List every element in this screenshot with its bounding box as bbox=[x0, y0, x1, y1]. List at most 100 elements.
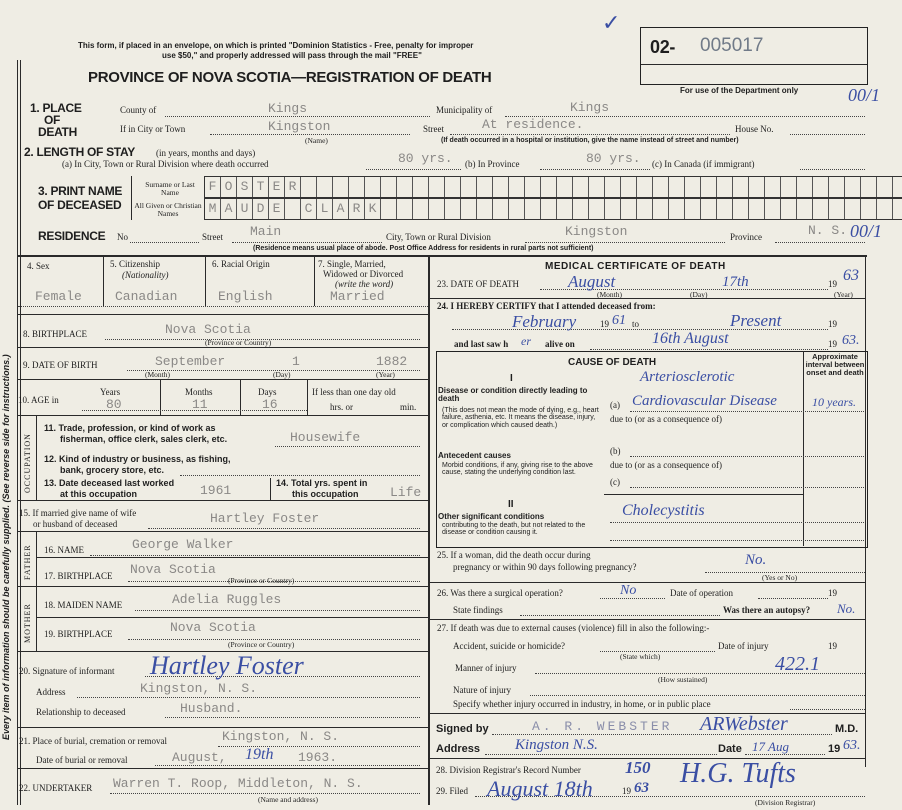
stay-province-value: 80 yrs. bbox=[586, 151, 641, 166]
mail-notice: This form, if placed in an envelope, on … bbox=[78, 41, 474, 50]
margin-checkmark: 00/1 bbox=[850, 221, 883, 241]
dob-day: 1 bbox=[292, 354, 300, 369]
industry-label: bank, grocery store, etc. bbox=[60, 465, 165, 475]
name-letter-box bbox=[701, 177, 717, 197]
father-birthplace-label: 17. BIRTHPLACE bbox=[44, 571, 113, 581]
occupation-label: 11. Trade, profession, or kind of work a… bbox=[44, 423, 216, 433]
registration-number-box bbox=[640, 27, 868, 85]
month-note: (Month) bbox=[597, 290, 622, 299]
name-letter-box bbox=[509, 199, 525, 219]
autopsy-value: No. bbox=[837, 601, 856, 616]
name-letter-box: U bbox=[237, 199, 253, 219]
city-label: If in City or Town bbox=[120, 124, 186, 134]
burial-place-label: 21. Place of burial, cremation or remova… bbox=[19, 736, 167, 746]
registration-number: 005017 bbox=[700, 35, 764, 56]
name-letter-box bbox=[573, 199, 589, 219]
burial-date-day: 19th bbox=[245, 746, 274, 763]
residence-province-label: Province bbox=[730, 232, 762, 242]
name-letter-box bbox=[893, 177, 902, 197]
month-note: (Month) bbox=[145, 370, 170, 379]
name-letter-box bbox=[477, 177, 493, 197]
name-letter-box bbox=[381, 199, 397, 219]
stay-city-label: (a) In City, Town or Rural Division wher… bbox=[62, 159, 269, 169]
name-letter-box bbox=[765, 177, 781, 197]
dod-year: 63 bbox=[843, 267, 859, 284]
department-note: For use of the Department only bbox=[680, 86, 799, 95]
length-of-stay-label: 2. LENGTH OF STAY bbox=[24, 145, 135, 159]
name-letter-box bbox=[525, 177, 541, 197]
pregnancy-label: 25. If a woman, did the death occur duri… bbox=[437, 550, 591, 560]
name-letter-box bbox=[717, 177, 733, 197]
father-name-value: George Walker bbox=[132, 537, 234, 552]
name-letter-box: R bbox=[349, 199, 365, 219]
signed-date: 17 Aug bbox=[752, 739, 789, 754]
burial-date-month: August, bbox=[172, 750, 227, 765]
name-letter-box bbox=[637, 199, 653, 219]
name-letter-box bbox=[493, 199, 509, 219]
burial-date-year: 1963. bbox=[298, 750, 338, 765]
to-label: to bbox=[632, 319, 640, 329]
name-letter-box bbox=[397, 199, 413, 219]
length-of-stay-note: (in years, months and days) bbox=[156, 148, 256, 158]
year-prefix: 19 bbox=[828, 743, 841, 755]
undertaker-note: (Name and address) bbox=[258, 795, 318, 804]
relationship-value: Husband. bbox=[180, 701, 243, 716]
injury-place-label: Specify whether injury occurred in indus… bbox=[453, 699, 711, 709]
record-number: 150 bbox=[625, 758, 651, 777]
marital-value: Married bbox=[330, 289, 385, 304]
name-letter-box bbox=[381, 177, 397, 197]
name-letter-box bbox=[477, 199, 493, 219]
other-conditions-label: Other significant conditions bbox=[438, 512, 545, 521]
hospital-note: (If death occurred in a hospital or inst… bbox=[441, 137, 739, 144]
name-letter-box bbox=[445, 199, 461, 219]
province-country-note: (Province or Country) bbox=[228, 640, 295, 649]
year-prefix: 19 bbox=[600, 319, 609, 329]
dob-month: September bbox=[155, 354, 226, 369]
place-of-death-label: DEATH bbox=[38, 125, 77, 139]
print-name-label: 3. PRINT NAME bbox=[38, 184, 123, 198]
name-letter-box bbox=[893, 199, 902, 219]
name-letter-box bbox=[525, 199, 541, 219]
name-letter-box bbox=[877, 199, 893, 219]
external-causes-label: 27. If death was due to external causes … bbox=[437, 623, 710, 633]
antecedent-note: Morbid conditions, if any, giving rise t… bbox=[442, 462, 593, 477]
divider bbox=[17, 255, 867, 257]
mother-birthplace-label: 19. BIRTHPLACE bbox=[44, 629, 113, 639]
name-letter-box: K bbox=[365, 199, 381, 219]
name-letter-box bbox=[541, 199, 557, 219]
attended-from-year: 61 bbox=[612, 313, 626, 328]
name-letter-box bbox=[621, 199, 637, 219]
sex-value: Female bbox=[35, 289, 82, 304]
county-value: Kings bbox=[268, 101, 308, 116]
how-sustained-note: (How sustained) bbox=[658, 675, 708, 684]
name-letter-box bbox=[701, 199, 717, 219]
age-years: 80 bbox=[106, 397, 122, 412]
spouse-label: 15. If married give name of wife bbox=[19, 508, 137, 518]
interval-a: 10 years. bbox=[812, 395, 856, 409]
father-birthplace-value: Nova Scotia bbox=[130, 562, 216, 577]
page-title: PROVINCE OF NOVA SCOTIA—REGISTRATION OF … bbox=[88, 69, 492, 86]
findings-label: State findings bbox=[453, 605, 503, 615]
name-letter-box bbox=[605, 177, 621, 197]
margin-rule bbox=[20, 60, 21, 805]
surname-label: Surname or Last Name bbox=[145, 180, 195, 197]
dod-label: 23. DATE OF DEATH bbox=[437, 279, 519, 289]
age-label: 10. AGE in bbox=[18, 395, 59, 405]
dod-month: August bbox=[568, 272, 616, 291]
total-years-label: 14. Total yrs. spent in bbox=[276, 478, 368, 488]
filed-date: August 18th bbox=[487, 776, 593, 801]
cause-title: CAUSE OF DEATH bbox=[568, 357, 657, 368]
name-letter-box bbox=[621, 177, 637, 197]
stay-canada-label: (c) In Canada (if immigrant) bbox=[652, 159, 755, 169]
last-saw-label: and last saw h bbox=[454, 339, 509, 349]
last-saw-pronoun: er bbox=[521, 334, 531, 348]
informant-signature: Hartley Foster bbox=[150, 651, 304, 680]
given-names-label: All Given or Christian Names bbox=[134, 201, 202, 218]
year-prefix: 19 bbox=[828, 588, 837, 598]
citizenship-value: Canadian bbox=[115, 289, 178, 304]
part-1-label: I bbox=[510, 373, 513, 384]
dod-year-prefix: 19 bbox=[828, 279, 837, 289]
municipality-label: Municipality of bbox=[436, 105, 493, 115]
burial-place-value: Kingston, N. S. bbox=[222, 729, 340, 744]
hrs-label: hrs. or bbox=[330, 402, 353, 412]
